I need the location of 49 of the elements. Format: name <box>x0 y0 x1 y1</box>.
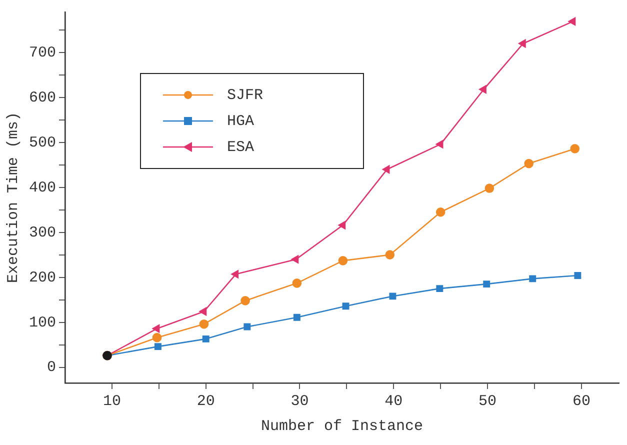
point <box>483 280 490 288</box>
point <box>338 221 346 230</box>
point <box>479 85 486 94</box>
point <box>436 285 444 292</box>
y-tick-label: 0 <box>46 359 56 376</box>
y-tick-label: 400 <box>28 179 56 196</box>
point <box>484 184 494 193</box>
point <box>231 270 239 278</box>
point <box>240 296 250 306</box>
x-tick-label: 20 <box>196 392 215 410</box>
y-axis-title: Execution Time (ms) <box>4 112 22 284</box>
point <box>291 255 299 264</box>
x-tick-label: 50 <box>478 392 497 410</box>
x-tick-label: 60 <box>572 392 590 410</box>
x-tick-label: 30 <box>290 392 309 410</box>
point <box>389 292 396 300</box>
y-tick-label: 300 <box>28 224 56 242</box>
legend-label: ESA <box>227 138 254 156</box>
point <box>524 158 534 168</box>
point <box>436 207 446 217</box>
x-tick-label: 40 <box>384 392 403 410</box>
y-tick-label: 500 <box>28 134 56 152</box>
point <box>338 256 348 266</box>
point <box>574 272 582 279</box>
y-tick-label: 700 <box>28 44 56 62</box>
point <box>518 39 526 48</box>
point <box>154 343 162 350</box>
point <box>152 332 162 342</box>
point <box>199 319 209 329</box>
point <box>152 324 160 333</box>
point <box>202 335 210 342</box>
point <box>529 275 536 282</box>
legend-label: SJFR <box>227 86 264 104</box>
point <box>382 165 390 174</box>
y-tick-label: 600 <box>28 89 56 106</box>
point <box>385 250 395 260</box>
point <box>570 144 580 154</box>
point <box>436 140 444 148</box>
x-tick-label: 10 <box>102 392 121 410</box>
point <box>199 307 207 316</box>
legend-label: HGA <box>227 112 254 130</box>
point <box>244 323 251 330</box>
point <box>568 17 576 26</box>
x-axis-title: Number of Instance <box>260 418 424 435</box>
point <box>293 314 300 321</box>
point <box>342 302 350 310</box>
y-tick-label: 200 <box>28 269 56 286</box>
point <box>292 278 302 288</box>
y-tick-label: 100 <box>28 314 56 332</box>
